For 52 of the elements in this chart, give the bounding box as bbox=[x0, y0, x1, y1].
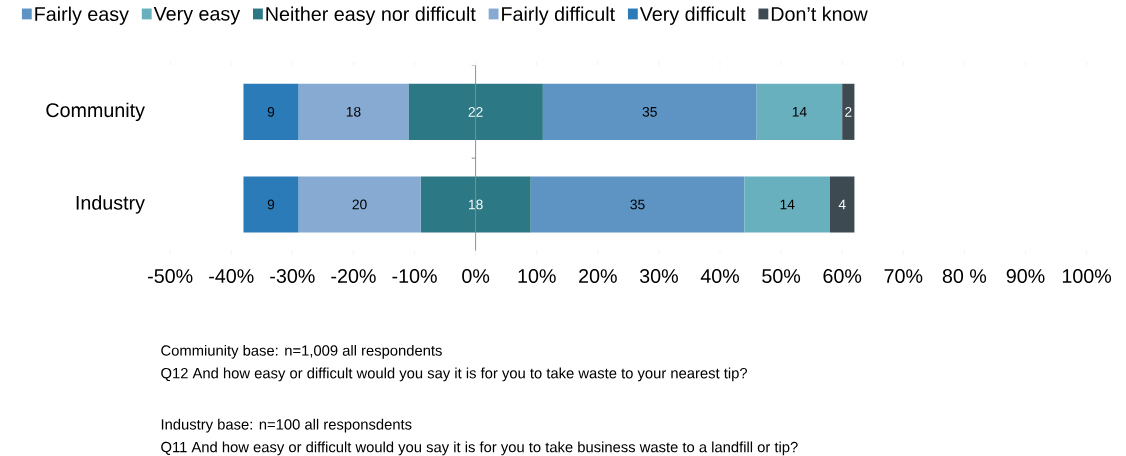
text: Industry base: n=100 all responsdents bbox=[161, 418, 412, 433]
y-tick-label: Industry bbox=[76, 195, 145, 214]
x-tick-label: 10% bbox=[518, 268, 556, 283]
data-label: 18 bbox=[469, 199, 483, 210]
x-tick-label: -30% bbox=[270, 268, 315, 283]
x-tick-label: -50% bbox=[148, 268, 193, 283]
legend-label: Fairly difficult bbox=[502, 6, 615, 25]
bar bbox=[842, 83, 855, 140]
data-label: 4 bbox=[838, 199, 846, 210]
bar bbox=[829, 176, 855, 233]
text: Commiunity base: n=1,009 all respondents bbox=[161, 344, 442, 359]
x-tick-label: 30% bbox=[639, 268, 678, 283]
legend-label: Fairly easy bbox=[35, 6, 129, 25]
x-tick-label: -40% bbox=[209, 268, 254, 283]
data-label: 35 bbox=[642, 106, 657, 117]
legend-label: Don’t know bbox=[771, 6, 868, 21]
legend-label: Very difficult bbox=[639, 6, 746, 25]
bar bbox=[420, 176, 531, 233]
data-label: 20 bbox=[352, 199, 367, 210]
x-tick-label: -10% bbox=[392, 268, 437, 283]
data-label: 14 bbox=[780, 199, 795, 210]
x-tick-label: 60% bbox=[823, 268, 862, 283]
x-tick-label: 20% bbox=[579, 268, 617, 283]
data-label: 35 bbox=[630, 199, 645, 210]
data-label: 22 bbox=[468, 106, 483, 117]
bar bbox=[530, 176, 745, 233]
bar bbox=[298, 83, 409, 140]
data-label: 9 bbox=[267, 106, 275, 117]
y-tick-label: Community bbox=[46, 102, 145, 121]
data-label: 9 bbox=[267, 199, 275, 210]
legend-label: Neither easy nor difficult bbox=[266, 6, 476, 25]
x-tick-label: 40% bbox=[700, 268, 740, 283]
x-tick-label: 80 % bbox=[942, 268, 987, 283]
bar bbox=[756, 83, 843, 140]
x-tick-label: 90% bbox=[1006, 268, 1045, 283]
text: Q12 And how easy or difficult would you say it is for you to take waste to your nearest tip? bbox=[161, 367, 748, 382]
legend-label: Very easy bbox=[153, 6, 241, 25]
bar bbox=[298, 176, 421, 233]
x-tick-label: 50% bbox=[762, 268, 801, 283]
data-label: 18 bbox=[346, 106, 361, 117]
bar bbox=[542, 83, 757, 140]
x-tick-label: 100% bbox=[1062, 268, 1112, 283]
bar bbox=[243, 83, 299, 140]
x-tick-label: 0% bbox=[462, 268, 490, 283]
text: Q11 And how easy or difficult would you say it is for you to take business waste to a landfill or tip? bbox=[161, 441, 798, 456]
data-label: 2 bbox=[845, 106, 852, 117]
x-tick-label: -20% bbox=[331, 268, 376, 283]
bar bbox=[243, 176, 299, 233]
data-label: 14 bbox=[792, 106, 807, 117]
bar bbox=[408, 83, 543, 140]
x-tick-label: 70% bbox=[884, 268, 923, 283]
bar bbox=[744, 176, 830, 233]
